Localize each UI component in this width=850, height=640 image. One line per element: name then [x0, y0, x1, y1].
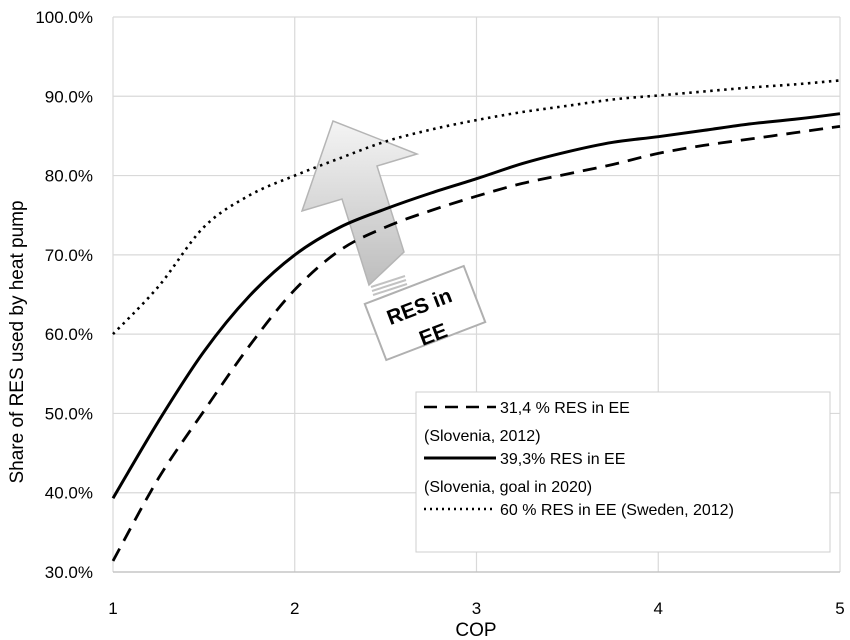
series-line-2	[112, 79, 841, 336]
y-axis-title: Share of RES used by heat pump	[7, 200, 28, 483]
arrow-body	[300, 120, 420, 287]
x-tick-label-3: 4	[654, 599, 663, 618]
arrow-stripe-2	[372, 283, 408, 296]
x-tick-label-1: 2	[290, 599, 299, 618]
res-increase-arrow	[300, 120, 420, 296]
legend-entry-2: 39,3% RES in EE	[500, 451, 625, 468]
y-axis-ticks: 30.0% 40.0% 50.0% 60.0% 70.0% 80.0% 90.0% 100.0…	[35, 8, 93, 582]
plot-series	[111, 79, 841, 562]
annotation-box	[363, 264, 487, 362]
x-axis-title: COP	[455, 620, 496, 640]
y-tick-label-2: 50.0%	[45, 404, 93, 423]
y-tick-label-0: 30.0%	[45, 563, 93, 582]
legend-entry-3: 60 % RES in EE (Sweden, 2012)	[500, 502, 734, 519]
series-line-1	[111, 112, 841, 500]
legend: 31,4 % RES in EE (Slovenia, 2012) 39,3% …	[415, 391, 831, 553]
y-tick-label-4: 70.0%	[45, 246, 93, 265]
annotation-label: RES in EE	[363, 264, 487, 362]
y-tick-label-1: 40.0%	[45, 484, 93, 503]
y-tick-label-7: 100.0%	[35, 8, 93, 27]
arrow-stripe-0	[370, 275, 406, 288]
arrow-stripe-1	[371, 279, 407, 292]
x-axis-ticks: 1 2 3 4 5	[108, 599, 844, 618]
x-tick-label-2: 3	[472, 599, 481, 618]
y-tick-label-5: 80.0%	[45, 167, 93, 186]
legend-entry-1: 31,4 % RES in EE	[500, 400, 630, 417]
y-tick-label-3: 60.0%	[45, 325, 93, 344]
x-tick-label-4: 5	[835, 599, 844, 618]
legend-entry-2-note: (Slovenia, goal in 2020)	[424, 479, 592, 496]
gridlines	[112, 16, 841, 573]
x-tick-label-0: 1	[108, 599, 117, 618]
legend-box	[415, 391, 831, 553]
y-tick-label-6: 90.0%	[45, 87, 93, 106]
legend-entry-1-note: (Slovenia, 2012)	[424, 428, 541, 445]
